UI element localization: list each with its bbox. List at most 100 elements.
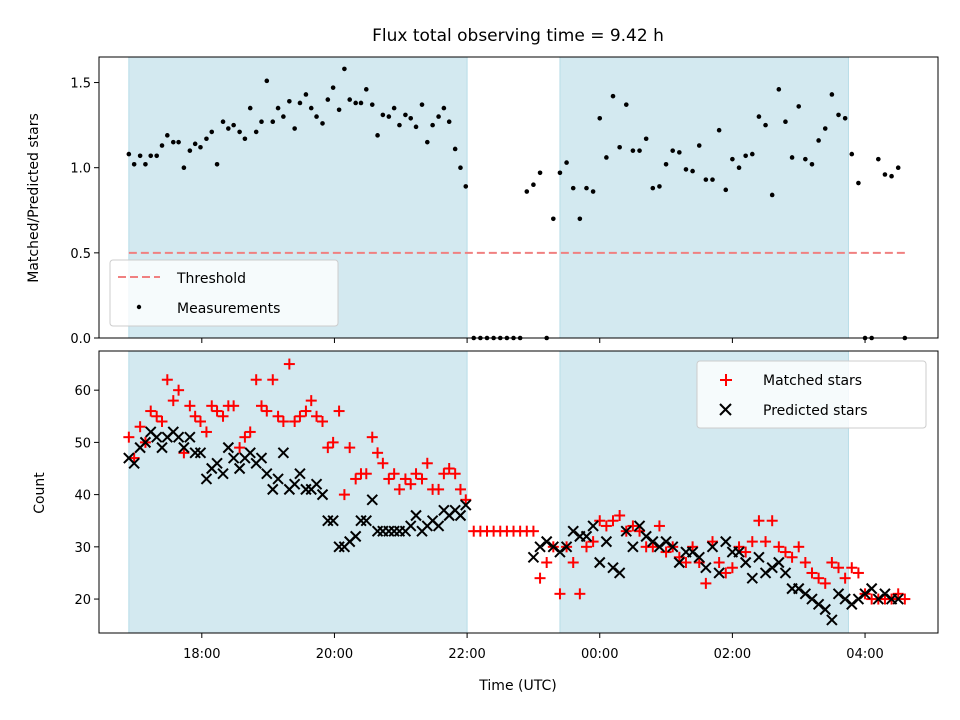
matched-star-marker	[350, 473, 362, 485]
matched-star-marker	[826, 557, 838, 568]
measurement-point	[181, 165, 187, 170]
predicted-marker-b	[547, 541, 560, 553]
top-y-axis-label: Matched/Predicted stars	[26, 113, 42, 283]
measurement-point	[259, 119, 264, 125]
predicted-marker-b	[806, 593, 818, 605]
matched-star-marker	[305, 395, 317, 407]
matched-legend-swatch	[720, 374, 732, 386]
predicted-marker-b	[449, 504, 461, 516]
predicted-marker-b	[267, 483, 279, 496]
measurement-point	[842, 116, 848, 121]
top-y-ticks: 0.0 0.5 1.0 1.5	[70, 77, 866, 347]
matched-star-marker	[706, 536, 718, 548]
measurement-point	[237, 129, 242, 135]
measurement-point	[749, 151, 755, 157]
predicted-marker-b	[194, 447, 207, 459]
predicted-star-marker	[454, 509, 467, 522]
matched-star-marker	[289, 416, 301, 427]
matched-star-marker	[594, 515, 606, 527]
predicted-star-marker	[349, 530, 362, 543]
measurement-point	[690, 168, 695, 174]
x-tick-label: 04:00	[846, 647, 883, 662]
matched-legend-label: Matched stars	[763, 373, 862, 389]
measurement-point	[829, 92, 835, 97]
matched-star-marker	[833, 562, 845, 574]
bottom-plot-frame	[98, 350, 939, 634]
measurement-point	[292, 126, 297, 131]
matched-star-marker	[806, 567, 818, 579]
predicted-marker-b	[640, 530, 652, 543]
predicted-marker-b	[832, 588, 845, 600]
matched-star-marker	[388, 468, 400, 480]
predicted-marker-b	[294, 468, 306, 480]
predicted-marker-b	[733, 546, 745, 558]
measurement-point	[822, 126, 828, 131]
measurement-point	[275, 105, 281, 111]
predicted-star-marker	[527, 551, 540, 563]
top-legend: Threshold Measurements	[109, 259, 339, 327]
x-tick-label: 18:00	[183, 647, 220, 662]
predicted-marker-b	[527, 551, 540, 563]
predicted-marker-b	[627, 541, 639, 553]
predicted-star-marker	[405, 520, 417, 532]
predicted-legend-swatch	[719, 403, 732, 416]
bottom-axis-ticks: 20 30 40 50 60 18:00 20:00 22:00 00:00 02:00 04:00	[74, 384, 883, 662]
top-y-tick-label: 1.0	[70, 162, 91, 177]
measurement-point	[247, 105, 253, 111]
matched-star-marker	[421, 457, 433, 469]
measurement-point	[783, 119, 788, 125]
measurement-point	[463, 184, 469, 189]
predicted-marker-b	[713, 567, 725, 579]
predicted-star-marker	[172, 431, 185, 443]
predicted-star-marker	[194, 447, 207, 459]
predicted-marker-b	[706, 541, 719, 553]
predicted-marker-b	[587, 520, 599, 532]
predicted-star-marker	[739, 556, 752, 569]
predicted-marker-b	[222, 441, 235, 454]
matched-star-marker	[211, 405, 223, 417]
measurements-legend-label: Measurements	[177, 301, 280, 317]
predicted-star-marker	[865, 582, 878, 595]
predicted-star-marker	[892, 593, 904, 605]
measurement-point	[314, 114, 319, 119]
measurement-point	[650, 185, 656, 191]
predicted-star-marker	[128, 457, 140, 469]
matched-star-marker	[647, 541, 659, 553]
measurement-point	[446, 119, 452, 125]
measurement-point	[816, 138, 821, 143]
threshold-legend-label: Threshold	[176, 271, 246, 287]
predicted-star-marker	[156, 441, 168, 454]
measurement-point	[187, 148, 193, 153]
predicted-marker-b	[819, 603, 831, 616]
matched-star-marker	[567, 557, 579, 568]
measurement-point	[610, 93, 616, 99]
predicted-star-marker	[733, 546, 745, 558]
predicted-marker-b	[607, 562, 619, 574]
matched-star-marker	[189, 410, 201, 422]
measurement-point	[677, 150, 682, 155]
predicted-star-marker	[594, 556, 606, 569]
matched-star-marker	[366, 431, 378, 443]
matched-star-marker	[541, 557, 553, 568]
measurement-point	[876, 156, 881, 162]
predicted-star-marker	[826, 614, 838, 626]
matched-star-marker	[660, 546, 672, 558]
measurement-point	[630, 148, 636, 153]
measurement-point	[637, 148, 642, 153]
measurement-point	[264, 78, 270, 84]
measurement-point	[253, 129, 259, 135]
top-legend-box	[109, 259, 339, 327]
predicted-marker-b	[366, 494, 378, 506]
predicted-star-marker	[633, 520, 646, 532]
predicted-marker-b	[739, 556, 752, 569]
predicted-star-marker	[227, 452, 240, 464]
measurement-point	[198, 144, 203, 150]
predicted-star-marker	[779, 567, 792, 579]
predicted-marker-b	[686, 546, 699, 558]
predicted-star-marker	[713, 567, 725, 579]
measurement-point	[570, 185, 576, 191]
matched-star-marker	[261, 405, 273, 417]
matched-star-marker	[145, 405, 157, 417]
matched-star-marker	[173, 384, 185, 396]
measurement-point	[325, 97, 331, 102]
